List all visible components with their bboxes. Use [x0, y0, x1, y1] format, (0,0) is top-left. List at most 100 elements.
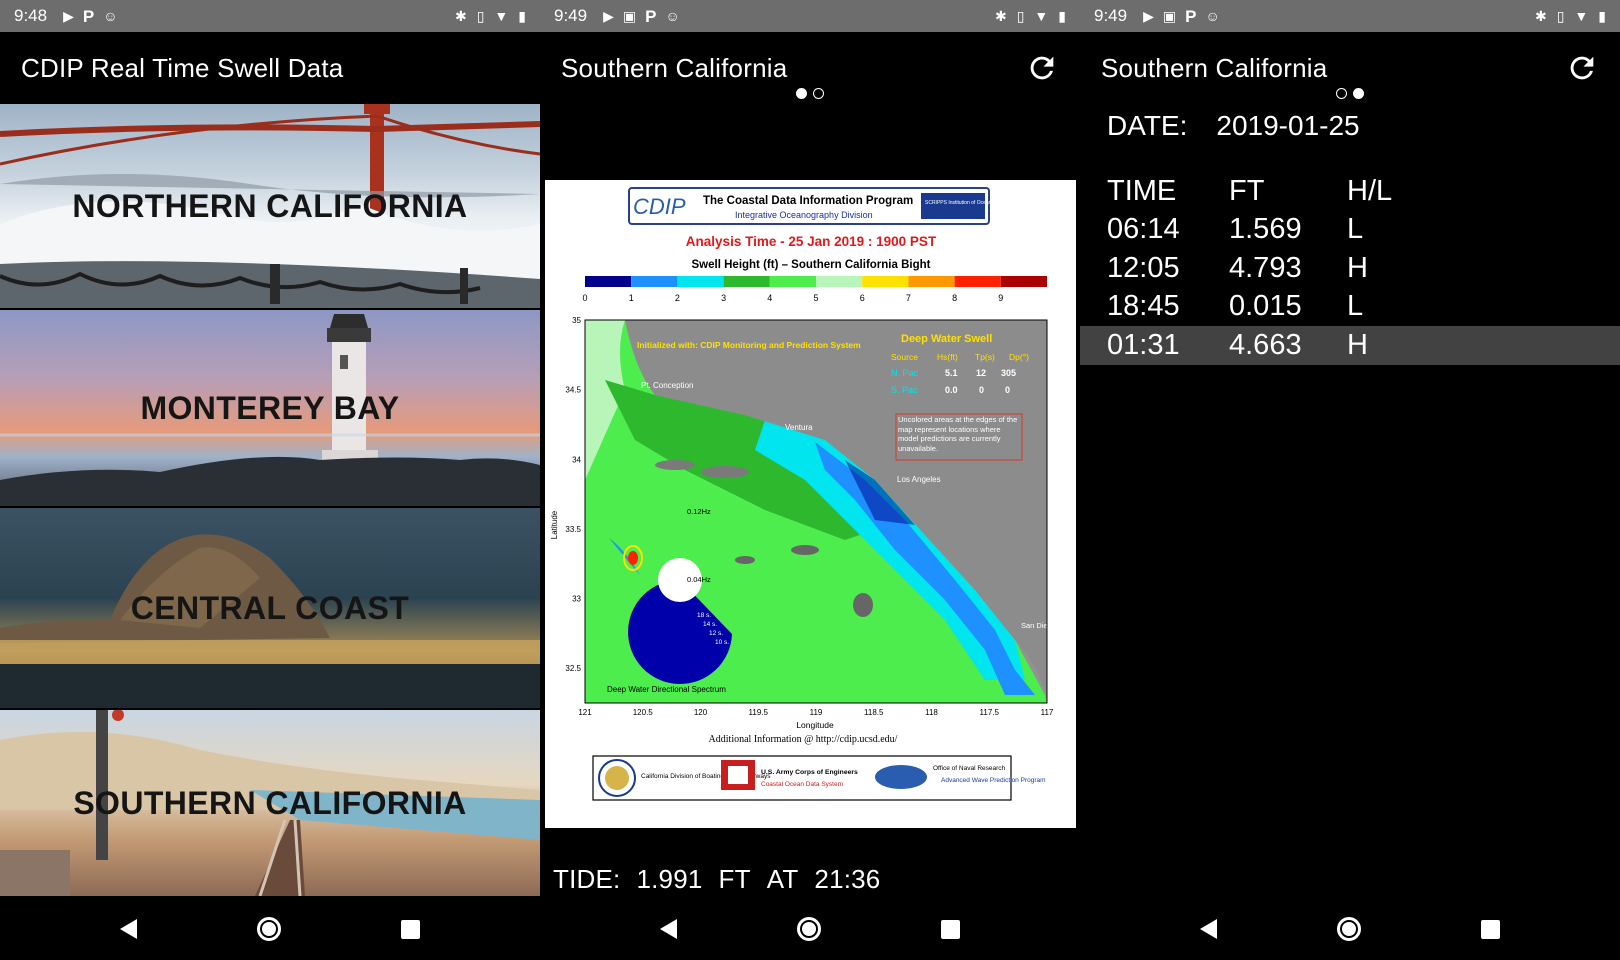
home-icon[interactable] [257, 917, 281, 941]
swell-color-scale: 0 1 2 3 4 5 6 7 8 9 [582, 276, 1047, 303]
bluetooth-icon: ✱ [994, 8, 1007, 24]
vibrate-icon: ▯ [1016, 8, 1025, 24]
row-hl: H [1347, 328, 1368, 361]
table-row[interactable]: 18:45 0.015 L [1080, 288, 1620, 327]
scale-swatch [1000, 276, 1047, 287]
face-icon: ☺ [665, 8, 680, 24]
tide-table: TIME FT H/L 06:14 1.569 L 12:05 4.793 H … [1080, 172, 1620, 365]
analysis-time: Analysis Time - 25 Jan 2019 : 1900 PST [686, 234, 937, 249]
recents-icon[interactable] [401, 919, 420, 939]
scale-swatch [954, 276, 1001, 287]
swell-map-image[interactable]: CDIP The Coastal Data Information Progra… [545, 180, 1076, 828]
scale-swatch [862, 276, 909, 287]
scale-tick-label: 6 [860, 293, 865, 303]
scale-tick-label: 3 [721, 293, 726, 303]
scale-tick-label: 7 [906, 293, 911, 303]
row-time: 06:14 [1107, 213, 1180, 246]
play-icon: ▶ [603, 8, 614, 24]
sponsor-naval: Office of Naval Research [933, 765, 1006, 772]
scale-swatch [769, 276, 816, 287]
program-name: The Coastal Data Information Program [703, 195, 913, 207]
hz-high-label: 0.12Hz [687, 507, 711, 516]
sponsor-boating: California Division of Boating and Water… [641, 773, 771, 780]
region-monterey-bay[interactable]: MONTEREY BAY [0, 310, 540, 506]
scale-tick-label: 5 [813, 293, 818, 303]
row-ft: 4.793 [1229, 251, 1302, 284]
region-central-coast[interactable]: CENTRAL COAST [0, 508, 540, 708]
deep-water-title: Deep Water Swell [901, 333, 992, 345]
page-dot[interactable] [1336, 88, 1347, 99]
table-row-selected[interactable]: 01:31 4.663 H [1080, 326, 1620, 365]
p-icon: P [82, 6, 95, 26]
railroad-coast-image [0, 710, 540, 896]
latitude-axis: 35 34.5 34 33.5 33 32.5 [565, 316, 581, 673]
ventura-label: Ventura [785, 423, 813, 432]
recents-icon[interactable] [1481, 919, 1500, 939]
refresh-icon[interactable] [1565, 51, 1599, 85]
bluetooth-icon: ✱ [454, 8, 467, 24]
row-hl: H [1347, 251, 1368, 284]
deep-header-tp: Tp(s) [975, 352, 995, 362]
table-row[interactable]: 12:05 4.793 H [1080, 249, 1620, 288]
deep-header-dp: Dp(°) [1009, 352, 1029, 362]
play-icon: ▶ [63, 8, 74, 24]
vibrate-icon: ▯ [476, 8, 485, 24]
scripps-logo: SCRIPPS Institution of Oceanography [925, 200, 1010, 206]
additional-info: Additional Information @ http://cdip.ucs… [709, 734, 898, 745]
tide-value: 1.991 [636, 864, 703, 894]
tide-table-screen: 9:49 ▶ ▣ P ☺ ✱ ▯ ▼ ▮ Southern California… [1080, 0, 1620, 960]
init-text: Initialized with: CDIP Monitoring and Pr… [637, 340, 861, 350]
region-northern-california[interactable]: NORTHERN CALIFORNIA [0, 104, 540, 308]
los-angeles-label: Los Angeles [897, 475, 941, 484]
back-icon[interactable] [120, 919, 137, 939]
scale-swatch [631, 276, 678, 287]
status-bar: 9:49 ▶ ▣ P ☺ ✱ ▯ ▼ ▮ [540, 0, 1080, 32]
recents-icon[interactable] [941, 919, 960, 939]
home-icon[interactable] [797, 917, 821, 941]
longitude-tick-label: 118 [925, 708, 938, 717]
row-time: 01:31 [1107, 328, 1180, 361]
status-bar: 9:49 ▶ ▣ P ☺ ✱ ▯ ▼ ▮ [1080, 0, 1620, 32]
scale-swatch [816, 276, 863, 287]
latitude-tick-label: 33.5 [565, 525, 581, 534]
longitude-tick-label: 117.5 [980, 708, 1000, 717]
swell-map-plot: Initialized with: CDIP Monitoring and Pr… [584, 319, 1056, 704]
spac-tp: 0 [979, 385, 984, 395]
app-bar: Southern California [1080, 32, 1620, 104]
latitude-tick-label: 32.5 [565, 664, 581, 673]
sponsor-naval-sub: Advanced Wave Prediction Program [941, 777, 1046, 784]
back-icon[interactable] [660, 919, 677, 939]
longitude-tick-label: 117 [1041, 708, 1054, 717]
scale-tick-label: 4 [767, 293, 772, 303]
refresh-icon[interactable] [1025, 51, 1059, 85]
table-header-row: TIME FT H/L [1080, 172, 1620, 211]
npac-dp: 305 [1001, 368, 1016, 378]
spac-dp: 0 [1005, 385, 1010, 395]
morro-rock-image [0, 534, 540, 708]
page-dot-active[interactable] [1353, 88, 1364, 99]
date-value: 2019-01-25 [1216, 110, 1360, 141]
region-label: MONTEREY BAY [140, 389, 400, 426]
scale-tick-label: 2 [675, 293, 680, 303]
back-icon[interactable] [1200, 919, 1217, 939]
deep-header-hs: Hs(ft) [937, 352, 958, 362]
latitude-tick-label: 34 [572, 455, 581, 464]
latitude-tick-label: 34.5 [565, 386, 581, 395]
sponsor-army-corps: U.S. Army Corps of Engineers [761, 769, 858, 776]
region-southern-california[interactable]: SOUTHERN CALIFORNIA [0, 710, 540, 896]
home-icon[interactable] [1337, 917, 1361, 941]
sponsor-army-corps-sub: Coastal Ocean Data System [761, 781, 843, 788]
row-ft: 1.569 [1229, 213, 1302, 246]
period-10: 10 s. [715, 639, 729, 646]
period-18: 18 s. [697, 612, 711, 619]
header-time: TIME [1107, 174, 1177, 207]
table-row[interactable]: 06:14 1.569 L [1080, 211, 1620, 250]
latitude-tick-label: 35 [572, 316, 581, 325]
image-icon: ▣ [1162, 8, 1177, 24]
page-dot[interactable] [813, 88, 824, 99]
longitude-tick-label: 118.5 [864, 708, 884, 717]
battery-icon: ▮ [1598, 8, 1606, 24]
date-label: DATE: [1107, 110, 1188, 141]
spac-source: S. Pac [891, 385, 918, 395]
page-dot-active[interactable] [796, 88, 807, 99]
